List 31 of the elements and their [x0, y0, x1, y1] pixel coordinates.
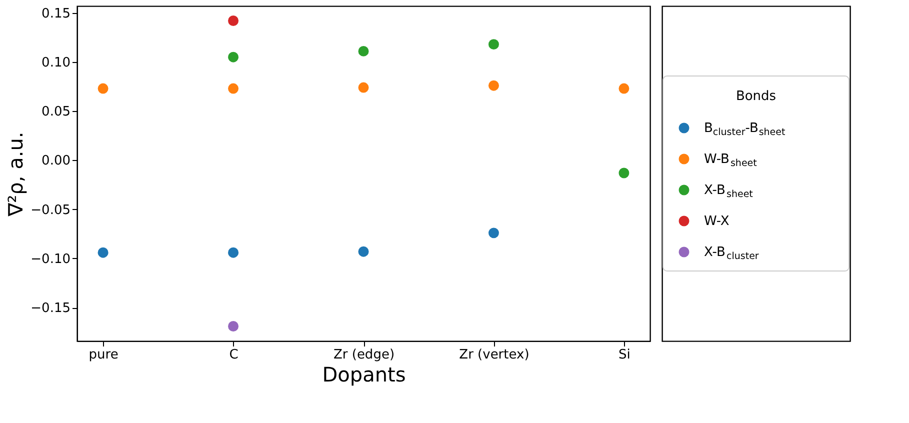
point	[228, 16, 239, 26]
legend-title: Bonds	[736, 89, 776, 104]
y-axis-title: ∇²ρ, a.u.	[4, 132, 28, 218]
x-tick-label: pure	[88, 348, 118, 362]
y-tick-label: 0.00	[42, 154, 70, 169]
point	[228, 83, 239, 94]
x-tick-label: Si	[618, 348, 630, 362]
y-tick-label: −0.15	[30, 301, 70, 316]
y-tick-label: −0.05	[30, 202, 70, 218]
point	[228, 321, 239, 332]
legend-label: W-X	[704, 214, 730, 229]
point	[98, 83, 108, 94]
point	[358, 82, 369, 93]
point	[98, 247, 108, 258]
y-tick-label: −0.10	[30, 252, 70, 267]
x-tick-label: C	[229, 348, 238, 362]
x-axis-title: Dopants	[322, 362, 406, 386]
point	[618, 83, 630, 94]
point	[228, 247, 239, 258]
point	[618, 168, 630, 178]
point	[488, 39, 499, 50]
y-tick-label: 0.15	[42, 6, 70, 22]
point	[488, 228, 499, 238]
y-tick-label: 0.10	[42, 55, 70, 70]
point	[488, 80, 499, 91]
point	[358, 46, 369, 56]
point	[228, 52, 239, 62]
y-tick-label: 0.05	[42, 104, 70, 120]
x-tick-label: Zr (edge)	[333, 348, 395, 362]
x-tick-label: Zr (vertex)	[459, 348, 530, 362]
point	[358, 246, 369, 257]
